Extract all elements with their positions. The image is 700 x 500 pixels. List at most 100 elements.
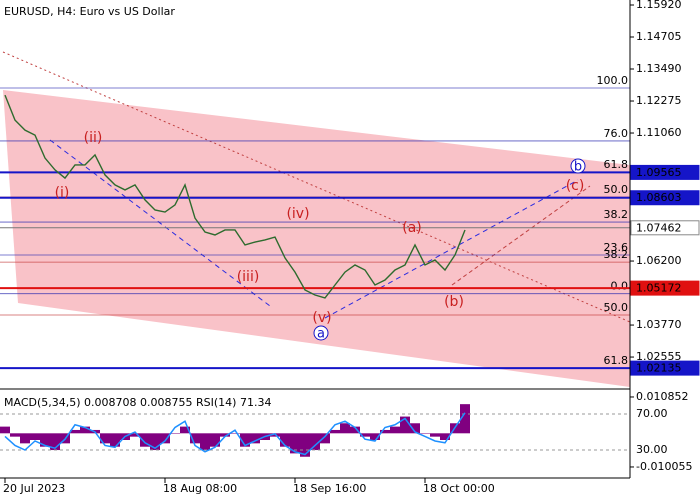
- macd-bar: [330, 429, 340, 434]
- wave-label: a: [317, 327, 325, 342]
- macd-bar: [430, 433, 440, 437]
- x-tick-label: 18 Aug 08:00: [163, 482, 237, 495]
- macd-bar: [220, 433, 230, 437]
- chart-title: EURUSD, H4: Euro vs US Dollar: [4, 5, 175, 18]
- macd-bar: [130, 433, 140, 437]
- macd-bar: [0, 426, 10, 434]
- wave-circle: [313, 325, 329, 341]
- fib-label: 50.0: [604, 183, 629, 196]
- y-tick-label: 1.14705: [636, 30, 682, 43]
- wave-label: b: [574, 160, 582, 175]
- wave-label: (i): [55, 185, 70, 201]
- fib-label: 38.2: [604, 208, 629, 221]
- macd-bar: [320, 433, 330, 444]
- wave-line: [324, 179, 579, 319]
- channel: [3, 90, 630, 387]
- macd-bar: [290, 433, 300, 454]
- x-tick-label: 18 Sep 16:00: [293, 482, 366, 495]
- macd-bar: [20, 433, 30, 444]
- price-box: [630, 280, 700, 296]
- wave-label: (iv): [286, 206, 309, 222]
- fib-label: 76.0: [604, 127, 629, 140]
- macd-bar: [210, 433, 220, 447]
- price-box-label: 1.09565: [636, 166, 682, 179]
- macd-bar: [30, 433, 40, 441]
- price-line: [4, 94, 466, 299]
- y-tick-label: 1.03770: [636, 318, 682, 331]
- x-tick-label: 18 Oct 00:00: [423, 482, 495, 495]
- x-tick-label: 20 Jul 2023: [3, 482, 65, 495]
- price-box: [630, 220, 700, 236]
- macd-bar: [10, 433, 20, 437]
- price-box: [630, 190, 700, 206]
- fib-label: 61.8: [604, 158, 629, 171]
- macd-bar: [300, 433, 310, 457]
- y-tick-label: 1.06200: [636, 254, 682, 267]
- fib-label: 50.0: [604, 301, 629, 314]
- fib-label: 100.0: [597, 74, 629, 87]
- fib-label: 0.0: [611, 280, 629, 293]
- macd-bar: [110, 433, 120, 447]
- wave-label: (iii): [237, 269, 260, 285]
- macd-bar: [460, 404, 470, 434]
- macd-bar: [170, 433, 180, 434]
- y2-tick-label: -0.010055: [636, 460, 692, 473]
- macd-bar: [140, 433, 150, 447]
- fib-label: 23.6: [604, 241, 629, 254]
- macd-bar: [440, 433, 450, 441]
- macd-bar: [100, 433, 110, 444]
- macd-bar: [370, 433, 380, 441]
- wave-label: (v): [312, 310, 331, 326]
- trend-line: [2, 51, 631, 323]
- price-box: [630, 164, 700, 180]
- rsi-tick-label: 30.00: [636, 443, 668, 456]
- rsi-line: [4, 412, 466, 456]
- wave-label: (c): [566, 178, 585, 194]
- macd-bar: [80, 426, 90, 434]
- y-tick-label: 1.11060: [636, 126, 682, 139]
- macd-bar: [40, 433, 50, 447]
- macd-bar: [420, 433, 430, 434]
- wave-label: (b): [444, 294, 464, 310]
- macd-bar: [180, 426, 190, 434]
- y-tick-label: 1.12275: [636, 94, 682, 107]
- macd-bar: [250, 433, 260, 444]
- macd-bar: [340, 423, 350, 434]
- price-box-label: 1.05172: [636, 282, 682, 295]
- macd-bar: [50, 433, 60, 451]
- plot-area: 100.076.061.850.038.223.638.20.050.061.8: [0, 74, 630, 370]
- price-box-label: 1.02135: [636, 362, 682, 375]
- wave-label: (ii): [84, 130, 103, 146]
- macd-bar: [400, 416, 410, 434]
- macd-bar: [230, 433, 240, 434]
- price-box: [630, 360, 700, 376]
- y-tick-label: 1.15920: [636, 0, 682, 11]
- macd-bar: [270, 433, 280, 437]
- macd-bar: [200, 433, 210, 451]
- macd-bar: [150, 433, 160, 451]
- wave-line: [451, 185, 591, 286]
- macd-bar: [70, 429, 80, 434]
- macd-bar: [280, 433, 290, 447]
- price-box-label: 1.07462: [636, 221, 682, 234]
- fib-label: 38.2: [604, 248, 629, 261]
- macd-bar: [190, 433, 200, 444]
- y2-tick-label: 0.010852: [636, 390, 689, 403]
- y-tick-label: 1.13490: [636, 62, 682, 75]
- macd-bar: [360, 433, 370, 437]
- macd-bar: [410, 423, 420, 434]
- macd-bar: [310, 433, 320, 451]
- macd-bar: [390, 426, 400, 434]
- y-tick-label: 1.02555: [636, 350, 682, 363]
- wave-line: [49, 139, 271, 307]
- indicator-title: MACD(5,34,5) 0.008708 0.008755 RSI(14) 7…: [4, 396, 271, 409]
- wave-label: (a): [402, 220, 422, 236]
- wave-circle: [570, 158, 586, 174]
- macd-bar: [160, 433, 170, 444]
- macd-bar: [350, 426, 360, 434]
- macd-bar: [380, 429, 390, 434]
- macd-bar: [240, 433, 250, 447]
- rsi-tick-label: 70.00: [636, 407, 668, 420]
- fib-label: 61.8: [604, 354, 629, 367]
